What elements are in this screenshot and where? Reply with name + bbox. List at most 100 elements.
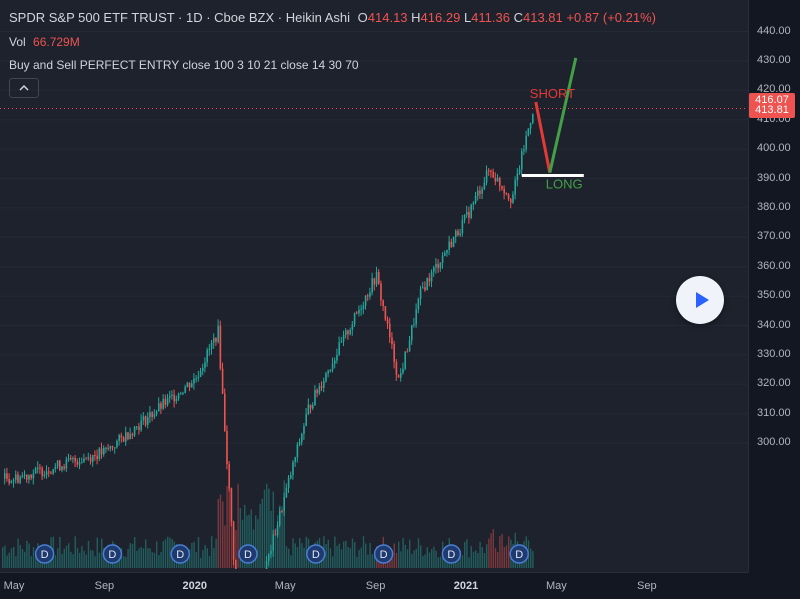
candle-body [180, 393, 182, 395]
candle-body [89, 457, 92, 462]
dividend-marker-circle [238, 544, 258, 564]
price-chart[interactable]: SHORT LONG D D D D D D D D [0, 0, 748, 572]
dividend-marker[interactable]: D [34, 544, 55, 564]
volume-bar [288, 548, 290, 568]
candle-body [459, 233, 461, 236]
collapse-legend-button[interactable] [9, 78, 39, 98]
candle-body [391, 337, 393, 345]
candle-body [296, 444, 299, 458]
volume-bar [21, 548, 24, 568]
candle-body [492, 171, 494, 178]
volume-bar [277, 515, 279, 568]
candle-body [274, 534, 277, 536]
volume-bar [235, 530, 237, 568]
price-tick-label: 400.00 [757, 142, 791, 155]
price-axis[interactable]: 440.00 430.00 420.00 410.00 400.00 390.00 380.… [748, 0, 800, 572]
volume-bar [497, 552, 499, 568]
candle-body [488, 170, 490, 172]
candle-body [457, 230, 459, 236]
candle-body [382, 300, 384, 307]
candle-body [455, 230, 457, 238]
candle-body [182, 392, 184, 394]
dividend-marker-label: D [312, 549, 320, 561]
open-value: 414.13 [367, 10, 408, 25]
volume-bar [283, 480, 285, 568]
volume-bar [200, 557, 202, 568]
volume-bar [90, 550, 92, 568]
volume-bar [466, 539, 468, 568]
candle-body [408, 340, 411, 352]
symbol-title[interactable]: SPDR S&P 500 ETF TRUST · 1D · Cboe BZX ·… [9, 10, 351, 25]
candle-body [287, 478, 290, 488]
candle-body [426, 278, 428, 291]
candle-body [155, 411, 158, 415]
volume-bar [439, 556, 442, 568]
dividend-marker[interactable]: D [238, 544, 258, 564]
candle-body [514, 180, 516, 195]
candle-body [28, 474, 30, 480]
dividend-marker[interactable]: D [509, 544, 529, 564]
candle-body [78, 462, 81, 465]
candle-body [494, 177, 497, 182]
volume-bar [351, 538, 354, 568]
dividend-marker[interactable]: D [441, 544, 462, 564]
dividend-marker-label: D [41, 549, 49, 561]
time-axis[interactable]: May Sep 2020 May Sep 2021 May Sep [0, 572, 748, 599]
chart-plot-area[interactable]: SHORT LONG D D D D D D D D SPDR S&P 500 ETF TRUST… [0, 0, 748, 572]
candle-body [334, 360, 336, 364]
volume-bar [422, 556, 424, 568]
candle-body [437, 263, 439, 269]
volume-bar [279, 505, 281, 568]
candle-body [213, 337, 215, 343]
candle-body [63, 466, 65, 469]
dividend-marker[interactable]: D [170, 544, 190, 564]
candle-body [230, 488, 233, 522]
volume-bar [138, 548, 140, 568]
candle-body [122, 437, 125, 442]
dividend-marker[interactable]: D [102, 544, 123, 564]
candle-body [6, 473, 8, 479]
volume-bar [24, 551, 26, 568]
candle-body [142, 416, 145, 421]
volume-bar [263, 489, 266, 568]
candle-body [323, 381, 325, 388]
volume-bar [290, 555, 292, 568]
candle-body [404, 351, 406, 369]
volume-bar [134, 536, 136, 568]
candle-body [380, 283, 382, 301]
volume-bar [193, 541, 195, 568]
dividend-marker[interactable]: D [306, 544, 326, 564]
candle-body [371, 278, 373, 293]
volume-bar [435, 550, 437, 568]
volume-bar [204, 545, 206, 568]
candle-body [448, 241, 450, 250]
volume-bar [270, 510, 272, 568]
candle-body [325, 373, 327, 382]
volume-bar [191, 542, 193, 568]
volume-bar [461, 555, 464, 568]
volume-bar [85, 554, 87, 568]
dividend-marker[interactable]: D [373, 544, 394, 564]
volume-bar [54, 555, 57, 568]
candle-body [446, 249, 448, 253]
volume-bar [281, 506, 283, 568]
candle-body [529, 122, 532, 129]
volume-bar [503, 547, 505, 568]
close-value: 413.81 [522, 10, 563, 25]
volume-bar [189, 549, 191, 568]
indicator-legend[interactable]: Buy and Sell PERFECT ENTRY close 100 3 1… [9, 58, 359, 72]
candle-body [92, 454, 94, 462]
candle-body [10, 481, 13, 484]
candle-body [177, 393, 180, 399]
candle-body [351, 324, 354, 330]
price-tick-label: 390.00 [757, 171, 791, 184]
candle-body [41, 468, 43, 477]
long-label: LONG [546, 177, 583, 192]
replay-play-button[interactable] [676, 276, 724, 324]
candle-body [402, 368, 404, 374]
volume-bar [411, 554, 413, 568]
play-icon [696, 292, 709, 308]
volume-bar [120, 548, 123, 568]
high-value: 416.29 [420, 10, 461, 25]
candle-body [15, 474, 17, 481]
